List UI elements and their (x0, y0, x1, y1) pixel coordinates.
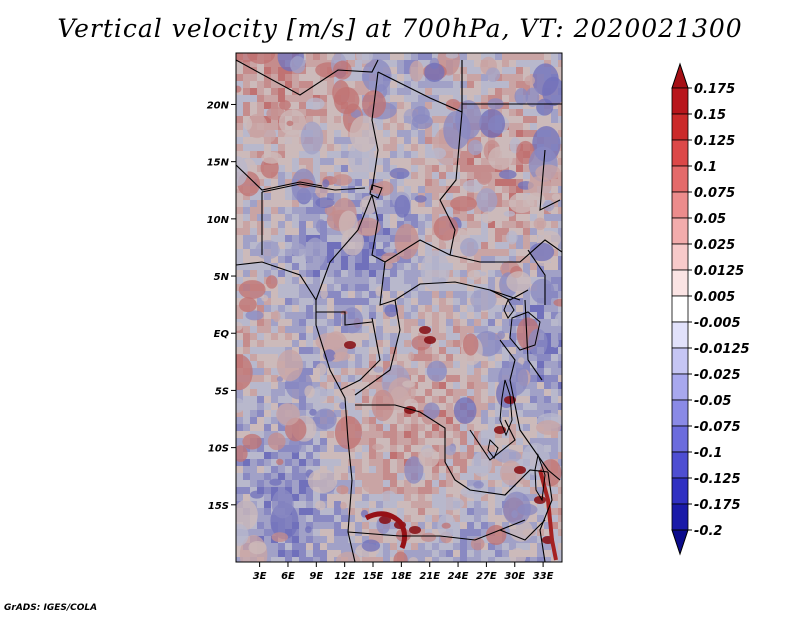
lon-tick-label: 27E (476, 571, 497, 582)
lon-tick-label: 12E (334, 571, 355, 582)
lon-tick-label: 18E (391, 571, 412, 582)
colorbar-label: 0.0125 (694, 264, 744, 279)
lon-tick-label: 9E (309, 571, 323, 582)
border-drc-angola (355, 404, 446, 462)
border-southsudan-drc (489, 289, 529, 301)
lon-tick-label: 33E (533, 571, 554, 582)
colorbar-swatch (671, 373, 689, 401)
colorbar-label: -0.2 (694, 524, 722, 539)
colorbar-swatch (671, 399, 689, 427)
grads-credit: GrADS: IGES/COLA (4, 603, 98, 613)
border-rwanda-burundi (499, 339, 516, 381)
colorbar-label: -0.1 (694, 446, 722, 461)
lake-tanganyika (499, 379, 513, 437)
colorbar: 0.175 0.15 0.125 0.1 0.075 0.05 0.025 0.0125 0.0… (671, 62, 750, 556)
colorbar-swatch (671, 451, 689, 479)
lakes (369, 184, 546, 502)
border-drc-zambia-pedicle (469, 419, 516, 461)
colorbar-label: 0.125 (694, 134, 735, 149)
colorbar-label: -0.005 (694, 316, 741, 331)
colorbar-label: -0.0125 (694, 342, 750, 357)
lat-tick-label: 20N (207, 100, 230, 111)
border-nigeria-cameroon (315, 194, 373, 301)
colorbar-label: -0.175 (694, 498, 741, 513)
lat-tick-label: 10N (207, 215, 230, 226)
colorbar-swatch (671, 425, 689, 453)
border-cameroon-chad (371, 194, 386, 263)
colorbar-swatch (671, 217, 689, 245)
country-borders (236, 59, 562, 562)
lake-chad (369, 184, 383, 199)
lat-tick-label: 15N (207, 158, 230, 169)
colorbar-label: 0.025 (694, 238, 735, 253)
colorbar-swatch (671, 243, 689, 271)
lake-malawi (534, 453, 546, 502)
border-southsudan-ethiopia (527, 249, 546, 305)
border-gabon (316, 311, 373, 326)
lat-tick-label: 10S (208, 444, 229, 455)
border-zambia-namibia (439, 519, 526, 541)
border-sudan-eritrea (539, 149, 561, 211)
colorbar-overflow-triangle (671, 62, 689, 89)
colorbar-swatch (671, 295, 689, 323)
lake-mweru (487, 438, 499, 460)
border-zambia-malawi (504, 469, 549, 496)
border-tanzania (509, 379, 561, 481)
border-mali-niger (236, 164, 323, 191)
lat-tick-label: 5N (214, 272, 230, 283)
border-congo (339, 317, 381, 391)
lon-tick-label: 30E (504, 571, 525, 582)
border-niger-nigeria (261, 183, 366, 193)
border-niger-chad (371, 71, 379, 191)
colorbar-label: -0.025 (694, 368, 741, 383)
lake-victoria (509, 311, 541, 351)
colorbar-swatch (671, 321, 689, 349)
lat-tick-label: 5S (215, 386, 229, 397)
colorbar-swatch (671, 269, 689, 297)
colorbar-label: -0.075 (694, 420, 741, 435)
lon-tick-label: 24E (448, 571, 469, 582)
border-angola-namibia (347, 531, 440, 537)
colorbar-swatch (671, 191, 689, 219)
border-mozambique (539, 471, 553, 562)
colorbar-swatch (671, 347, 689, 375)
border-congo-drc (354, 299, 401, 396)
lon-tick-label: 21E (419, 571, 440, 582)
lat-tick-label: EQ (214, 329, 230, 340)
map-frame (235, 52, 563, 563)
coastline-gulf-of-guinea (236, 261, 356, 562)
border-algeria-niger (236, 59, 379, 96)
lon-tick-label: 3E (253, 571, 267, 582)
colorbar-swatch (671, 113, 689, 141)
border-sudan-southsudan (449, 239, 562, 263)
border-chad-sudan (439, 111, 463, 256)
lat-tick-label: 15S (208, 501, 229, 512)
colorbar-label: -0.05 (694, 394, 731, 409)
longitude-axis: 3E 6E 9E 12E 15E 18E 21E 24E 27E 30E 33E (253, 562, 554, 582)
lake-albert (503, 298, 515, 319)
colorbar-swatch (671, 503, 689, 531)
latitude-axis: 20N 15N 10N 5N EQ 5S 10S 15S (207, 100, 236, 512)
colorbar-label: 0.005 (694, 290, 735, 305)
colorbar-swatch (671, 87, 689, 115)
border-uganda-kenya (524, 299, 543, 381)
colorbar-label: 0.175 (694, 82, 735, 97)
lon-tick-label: 6E (281, 571, 295, 582)
colorbar-swatch (671, 139, 689, 167)
colorbar-label: 0.05 (694, 212, 726, 227)
colorbar-label: 0.15 (694, 108, 726, 123)
border-chad-car (384, 239, 451, 263)
lon-tick-label: 15E (363, 571, 384, 582)
vertical-velocity-field (236, 53, 562, 562)
colorbar-swatch (671, 477, 689, 505)
colorbar-underflow-triangle (671, 529, 689, 556)
colorbar-label: 0.075 (694, 186, 735, 201)
border-zimbabwe (499, 519, 546, 541)
colorbar-label: -0.125 (694, 472, 741, 487)
map-title: Vertical velocity [m/s] at 700hPa, VT: 2… (57, 14, 743, 43)
colorbar-label: 0.1 (694, 160, 717, 175)
colorbar-swatch (671, 165, 689, 193)
